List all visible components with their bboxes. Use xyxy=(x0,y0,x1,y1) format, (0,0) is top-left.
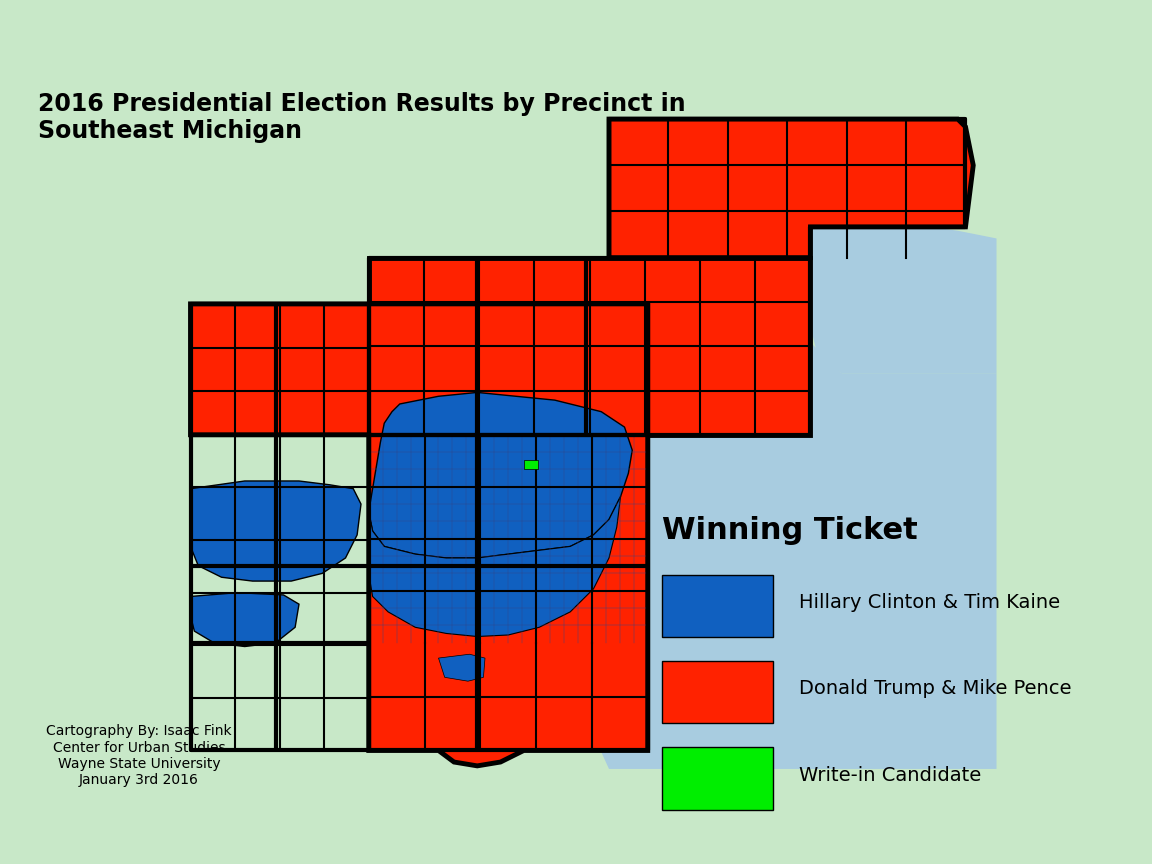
Polygon shape xyxy=(369,257,811,435)
Bar xyxy=(661,747,773,810)
Polygon shape xyxy=(369,392,632,558)
Polygon shape xyxy=(439,654,485,681)
Bar xyxy=(661,661,773,723)
Bar xyxy=(524,461,538,469)
Text: Winning Ticket: Winning Ticket xyxy=(661,516,917,545)
Text: Cartography By: Isaac Fink
Center for Urban Studies
Wayne State University
Janua: Cartography By: Isaac Fink Center for Ur… xyxy=(46,724,232,787)
Text: Write-in Candidate: Write-in Candidate xyxy=(798,766,980,785)
Polygon shape xyxy=(811,219,996,373)
Bar xyxy=(661,575,773,637)
Text: Hillary Clinton & Tim Kaine: Hillary Clinton & Tim Kaine xyxy=(798,593,1060,612)
Polygon shape xyxy=(190,481,361,581)
Text: Donald Trump & Mike Pence: Donald Trump & Mike Pence xyxy=(798,679,1071,698)
Text: 2016 Presidential Election Results by Precinct in
Southeast Michigan: 2016 Presidential Election Results by Pr… xyxy=(38,92,685,143)
Polygon shape xyxy=(190,593,300,646)
Polygon shape xyxy=(369,497,621,637)
Polygon shape xyxy=(590,304,996,769)
Polygon shape xyxy=(190,304,647,766)
Polygon shape xyxy=(609,119,973,257)
